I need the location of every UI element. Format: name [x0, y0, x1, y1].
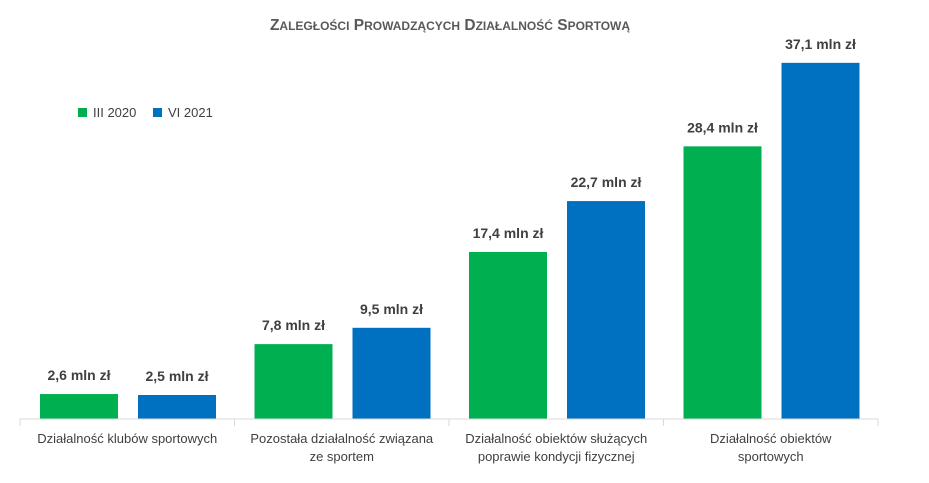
legend-swatch — [78, 108, 87, 117]
bar-value-label: 9,5 mln zł — [360, 301, 423, 317]
legend-swatch — [153, 108, 162, 117]
category-label: Działalność klubów sportowych — [37, 431, 217, 446]
chart-title: ZALEGŁOŚCI PROWADZĄCYCH DZIAŁALNOŚĆ SPOR… — [270, 17, 630, 34]
bar — [254, 344, 333, 419]
category-ticks — [19, 419, 879, 426]
legend: III 2020 VI 2021 — [78, 105, 213, 120]
legend-label: III 2020 — [93, 105, 136, 120]
bar — [683, 146, 762, 420]
bar-value-label: 37,1 mln zł — [785, 36, 856, 52]
bar-value-label: 22,7 mln zł — [571, 174, 642, 190]
bars — [40, 62, 860, 420]
bar — [352, 327, 431, 419]
category-labels: Działalność klubów sportowych Pozostała d… — [37, 431, 832, 464]
bar — [40, 394, 118, 419]
legend-item: III 2020 — [78, 105, 136, 120]
bar — [567, 201, 645, 419]
legend-item: VI 2021 — [153, 105, 213, 120]
data-labels: 2,6 mln zł 2,5 mln zł 7,8 mln zł 9,5 mln zł… — [47, 36, 856, 384]
category-label: Działalność obiektów służących poprawie k… — [465, 431, 647, 464]
bar — [138, 395, 216, 419]
bar-value-label: 2,6 mln zł — [47, 367, 110, 383]
category-label: Pozostała działalność związana ze sportem — [250, 431, 434, 464]
legend-label: VI 2021 — [168, 105, 213, 120]
bar — [469, 251, 547, 419]
bar — [781, 62, 860, 420]
bar-value-label: 28,4 mln zł — [687, 119, 758, 135]
bar-value-label: 17,4 mln zł — [473, 225, 544, 241]
bar-value-label: 7,8 mln zł — [262, 317, 325, 333]
category-label: Działalność obiektów sportowych — [710, 431, 832, 464]
bar-value-label: 2,5 mln zł — [145, 368, 208, 384]
